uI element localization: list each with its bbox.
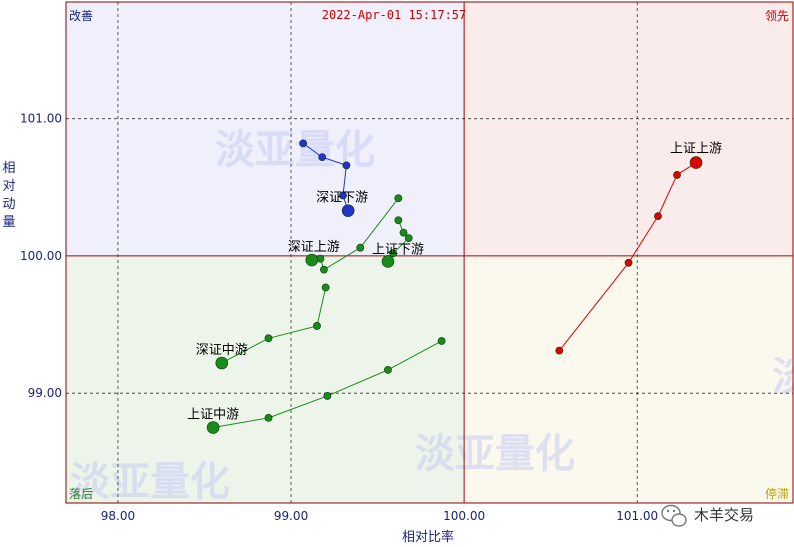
- badge-text: 木羊交易: [694, 506, 754, 524]
- quadrant-label-weakening: 停滞: [765, 486, 789, 501]
- series-head-point: [381, 255, 395, 268]
- series-point: [342, 161, 351, 170]
- x-axis-title: 相对比率: [402, 529, 454, 545]
- series-point: [313, 322, 321, 330]
- quadrant-leading: [464, 2, 793, 256]
- quadrant-weakening: [464, 255, 793, 503]
- series-point: [320, 265, 328, 274]
- series-point: [339, 191, 347, 200]
- watermark: 淡: [772, 354, 794, 400]
- series-深证中游: 深证中游: [196, 283, 330, 370]
- axis-ticks: 98.00 99.00 100.00 101.00 99.00 100.00 101.00: [20, 112, 658, 523]
- series-point: [264, 334, 273, 343]
- series-point: [624, 258, 633, 267]
- watermark: 淡亚量化: [215, 127, 375, 173]
- x-tick-label: 98.00: [101, 509, 135, 523]
- series-point: [654, 212, 662, 221]
- x-tick-label: 99.00: [274, 509, 308, 523]
- series-上证下游: 上证下游: [372, 216, 424, 268]
- x-tick-label: 100.00: [443, 509, 485, 523]
- quadrant-label-improving: 改善: [69, 8, 93, 23]
- series-point: [404, 234, 413, 242]
- series-point: [437, 337, 446, 345]
- plot-border: [65, 1, 794, 504]
- quadrant-label-lagging: 落后: [69, 487, 93, 501]
- series-point: [321, 283, 330, 292]
- series-point: [555, 346, 564, 355]
- series-深证上游: 深证上游: [288, 194, 403, 274]
- series-point: [299, 139, 308, 148]
- series-label: 上证下游: [372, 242, 424, 257]
- series-point: [394, 194, 403, 203]
- series-head-point: [689, 156, 703, 169]
- quadrant-backgrounds: [66, 2, 793, 503]
- series-head-point: [305, 253, 319, 267]
- series-label: 深证下游: [316, 191, 368, 206]
- quadrant-lagging: [66, 255, 465, 503]
- series-label: 深证上游: [288, 240, 340, 255]
- y-tick-label: 99.00: [28, 386, 62, 400]
- series-point: [389, 249, 398, 258]
- quadrant-improving: [66, 2, 465, 256]
- series-head-point: [215, 356, 229, 370]
- series-label: 上证中游: [187, 408, 239, 423]
- series-line: [221, 287, 327, 364]
- series-point: [318, 153, 327, 162]
- series-point: [356, 243, 365, 252]
- quadrant-label-leading: 领先: [765, 9, 789, 23]
- series-point: [394, 216, 403, 225]
- y-axis-title: 相对动量: [2, 161, 15, 230]
- grid-lines: [66, 2, 793, 503]
- series-point: [399, 228, 408, 237]
- series-label: 上证上游: [670, 142, 722, 157]
- center-lines: [66, 2, 793, 503]
- series-上证中游: 上证中游: [187, 337, 446, 434]
- wechat-badge: 木羊交易: [661, 504, 754, 527]
- watermark: 淡亚量化: [415, 431, 575, 477]
- series-上证上游: 上证上游: [555, 142, 722, 355]
- series-point: [384, 365, 392, 374]
- y-tick-label: 100.00: [20, 249, 62, 263]
- watermark-layer: 淡亚量化 淡亚量化 淡亚量化 淡: [70, 127, 794, 505]
- series-深证下游: 深证下游: [299, 139, 368, 217]
- wechat-icon: [661, 504, 687, 527]
- y-tick-label: 101.00: [20, 112, 62, 126]
- x-tick-label: 101.00: [616, 509, 658, 523]
- series-point: [323, 392, 332, 400]
- series-point: [673, 171, 681, 179]
- series-label: 深证中游: [196, 343, 248, 358]
- series-point: [264, 413, 273, 422]
- watermark: 淡亚量化: [70, 459, 230, 505]
- series-head-point: [206, 421, 220, 434]
- timestamp: 2022-Apr-01 15:17:57: [322, 8, 467, 22]
- series-head-point: [341, 204, 355, 217]
